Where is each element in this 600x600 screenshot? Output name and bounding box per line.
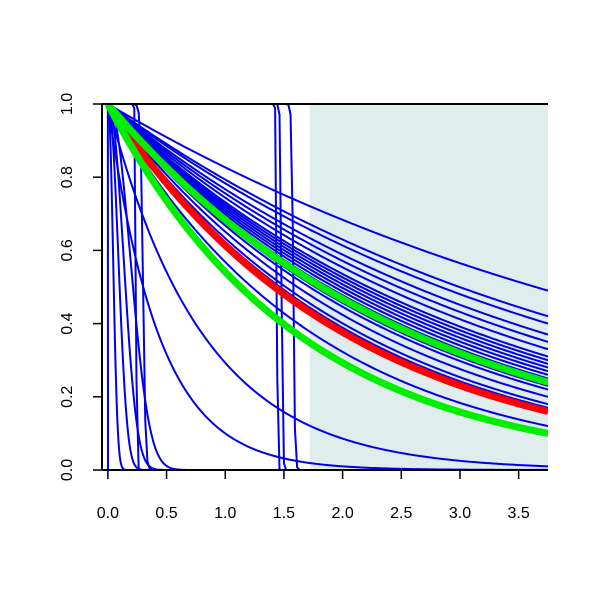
blue-series-line-3 [107, 104, 548, 336]
green-highlight-series-line-33 [105, 104, 548, 386]
y-tick-label-4: 0.8 [59, 166, 76, 188]
x-axis-ticks: 0.0 0.5 1.0 1.5 2.0 2.5 3.0 3.5 [97, 470, 530, 522]
x-tick-label-4: 2.0 [331, 505, 353, 522]
y-axis-ticks: 0.0 0.2 0.4 0.6 0.8 1.0 [59, 93, 102, 481]
x-tick-label-1: 0.5 [155, 505, 177, 522]
blue-series-line-2 [107, 104, 548, 325]
blue-series-line-10 [107, 104, 548, 373]
x-tick-label-5: 2.5 [390, 505, 412, 522]
blue-series-line-19 [107, 104, 548, 428]
y-tick-label-2: 0.4 [59, 312, 76, 334]
blue-series-line-9 [107, 104, 548, 369]
blue-series-line-16 [107, 104, 548, 398]
green-highlight-series-line-34 [104, 104, 548, 437]
blue-series-line-4 [107, 104, 548, 343]
y-tick-label-1: 0.2 [59, 386, 76, 408]
blue-series-line-1 [107, 104, 548, 318]
blue-series-line-8 [107, 104, 548, 365]
x-tick-label-2: 1.0 [214, 505, 236, 522]
y-tick-label-3: 0.6 [59, 239, 76, 261]
blue-series-line-5 [107, 104, 548, 351]
x-tick-label-6: 3.0 [449, 505, 471, 522]
red-highlight-series-line-32 [104, 104, 548, 415]
y-tick-label-5: 1.0 [59, 93, 76, 115]
blue-series-line-6 [107, 104, 548, 358]
x-tick-label-3: 1.5 [273, 505, 295, 522]
series-lines [104, 104, 548, 470]
blue-series-line-0 [107, 104, 548, 292]
x-tick-label-7: 3.5 [508, 505, 530, 522]
blue-series-line-17 [107, 104, 548, 406]
x-tick-label-0: 0.0 [97, 505, 119, 522]
y-tick-label-0: 0.0 [59, 459, 76, 481]
blue-series-line-20 [106, 104, 548, 468]
blue-series-line-7 [107, 104, 548, 362]
axes [101, 103, 548, 471]
blue-series-line-25 [106, 104, 165, 470]
